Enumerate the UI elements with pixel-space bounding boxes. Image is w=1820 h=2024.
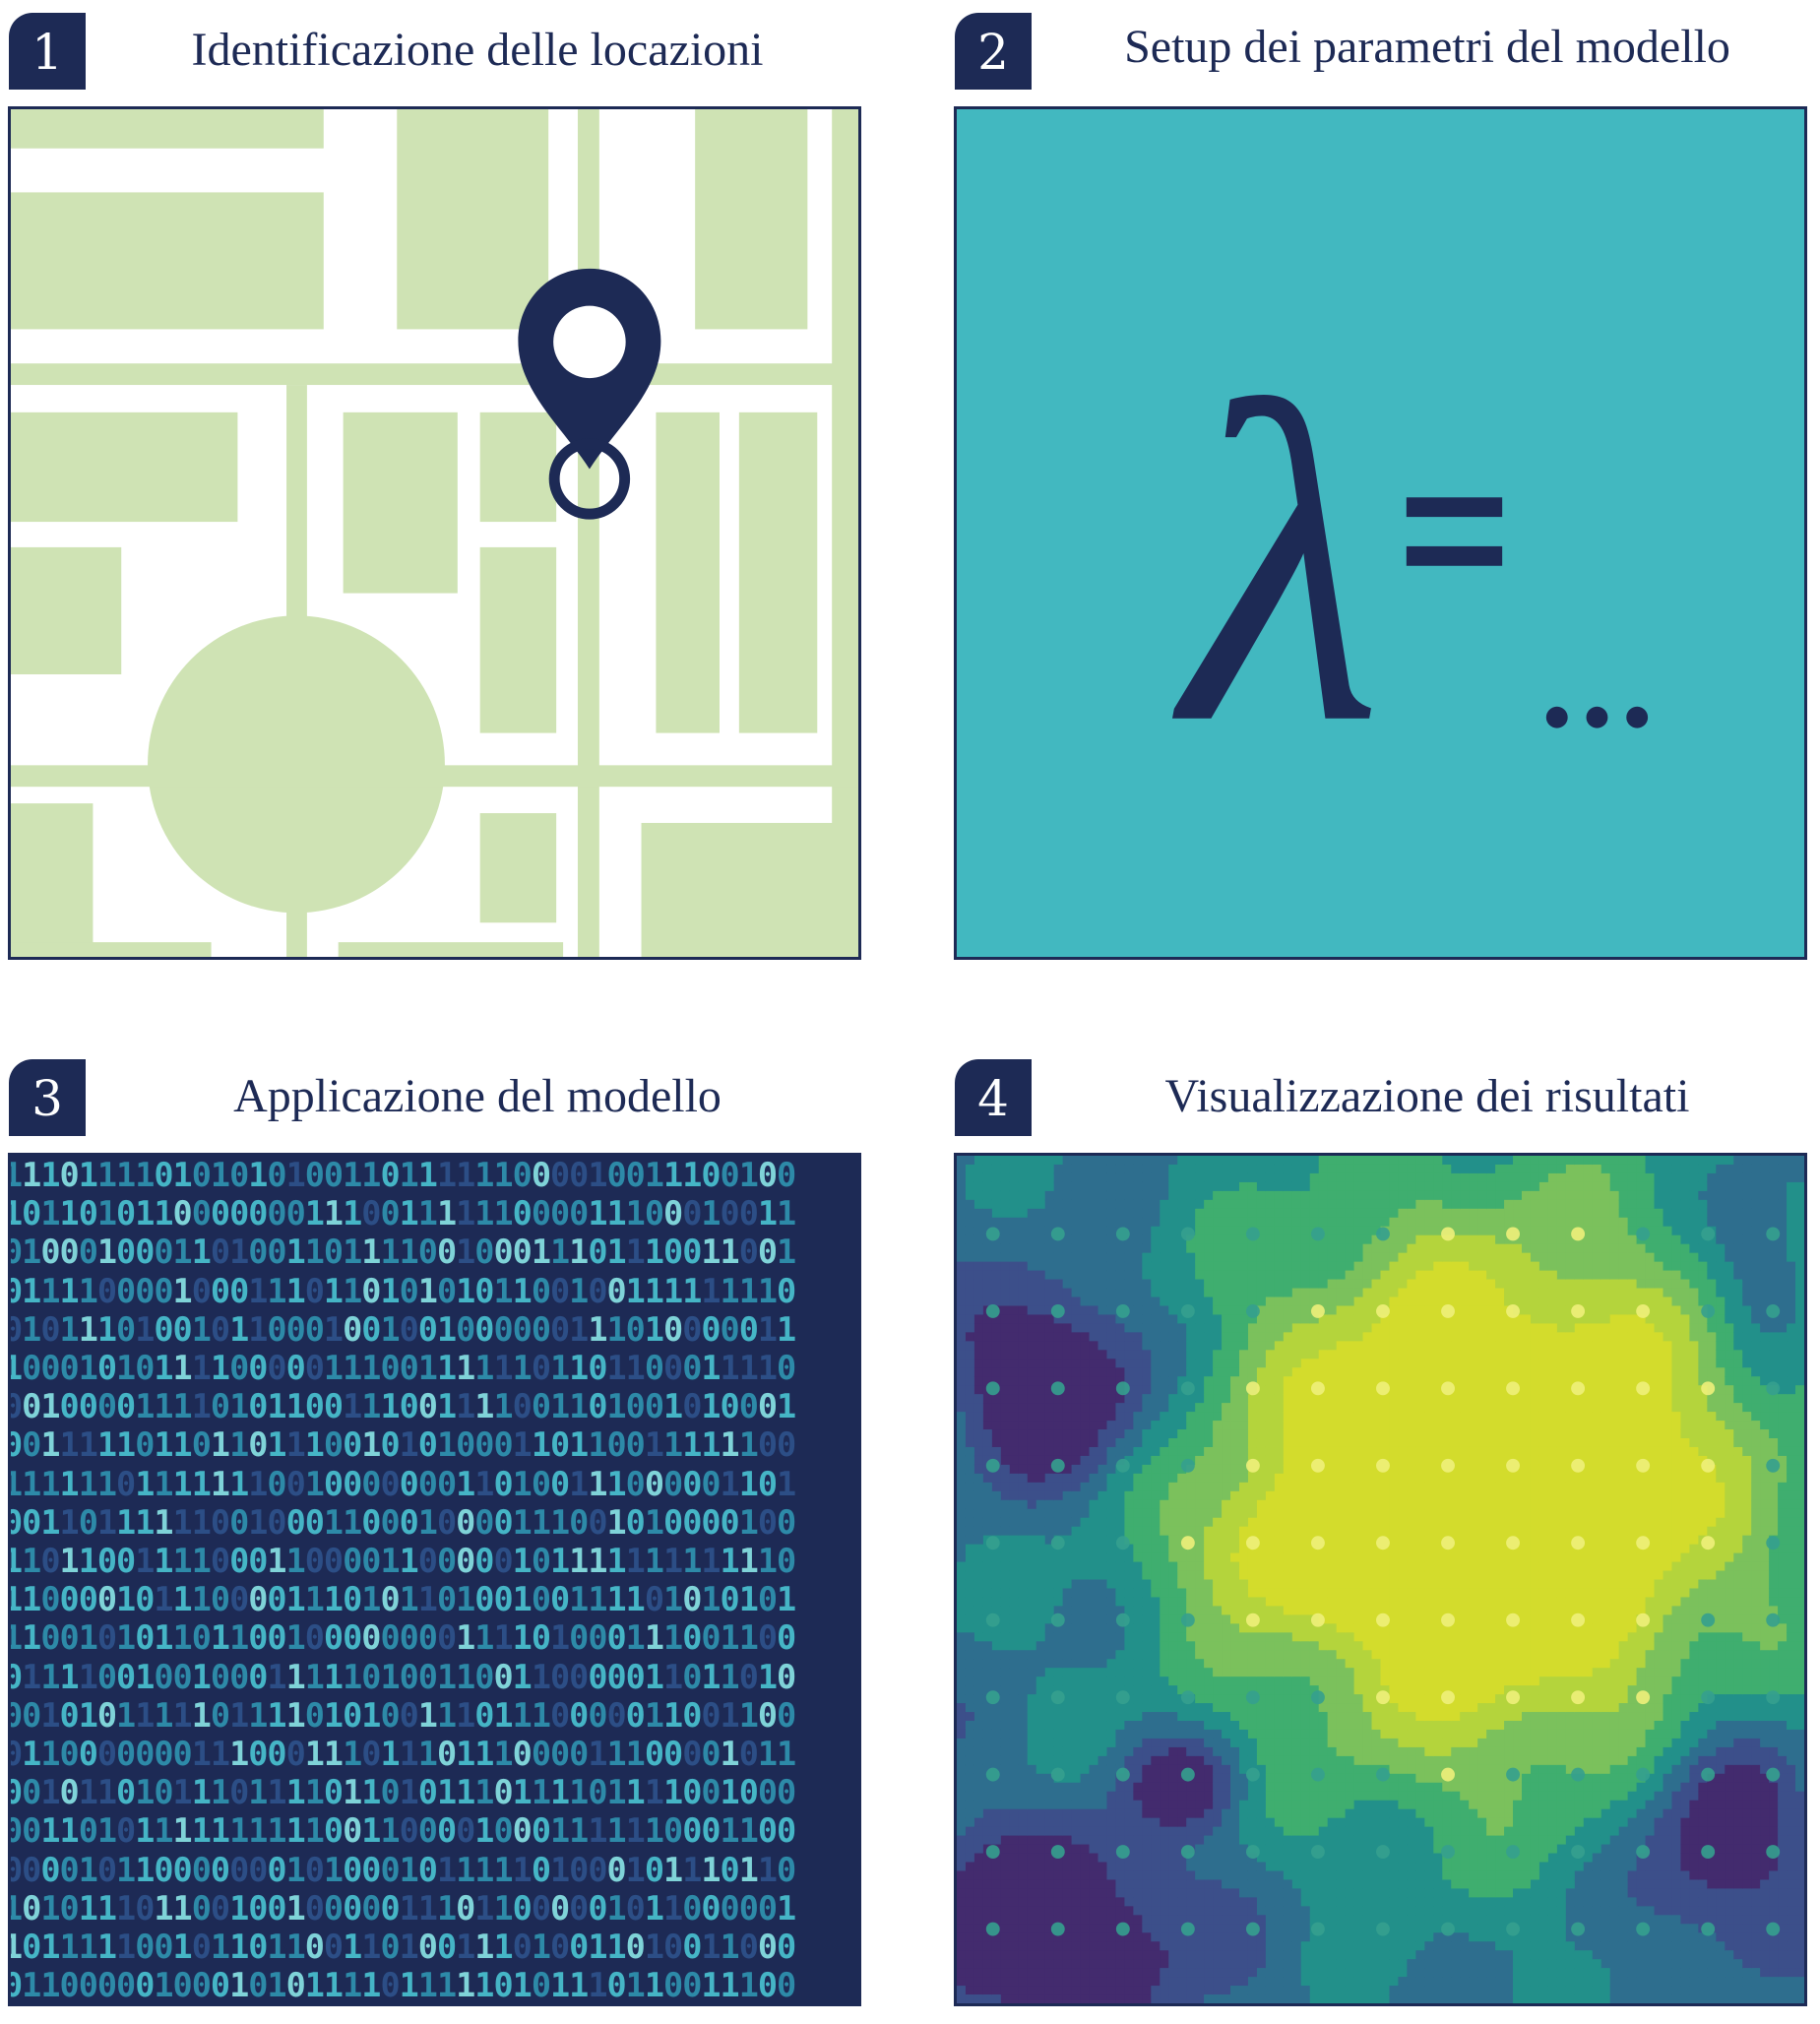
binary-stream: 1110111101010101001101111110000100111001… [11, 1156, 796, 2005]
map-pin-icon [518, 268, 661, 520]
results-panel [954, 1153, 1807, 2006]
results-heatmap [957, 1156, 1804, 2003]
parameter-panel: λ [954, 106, 1807, 960]
ellipsis [1545, 706, 1649, 728]
step-4-title: Visualizzazione dei risultati [1164, 1070, 1690, 1122]
step-3-badge: 3 [9, 1059, 86, 1136]
lambda-symbol: λ [1169, 309, 1383, 818]
binary-panel: 1110111101010101001101111110000100111001… [8, 1153, 861, 2006]
step-4-badge: 4 [955, 1059, 1032, 1136]
step-2-badge: 2 [955, 13, 1032, 90]
step-1-badge: 1 [9, 13, 86, 90]
city-map-panel [8, 106, 861, 960]
lambda-formula: λ [1169, 309, 1649, 818]
step-3-title: Applicazione del modello [233, 1070, 722, 1122]
step-1-title: Identificazione delle locazioni [191, 24, 764, 76]
city-map [11, 109, 858, 957]
equals-sign [1406, 497, 1503, 566]
step-2-title: Setup dei parametri del modello [1124, 21, 1730, 73]
